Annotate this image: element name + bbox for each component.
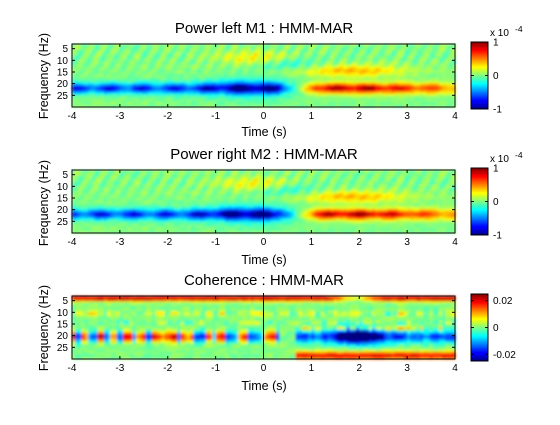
y-tick-label: 15: [57, 68, 69, 79]
y-tick-label: 25: [57, 91, 69, 102]
x-tick-label: -4: [68, 111, 77, 122]
colorbar-tick-label: 1: [493, 38, 499, 49]
colorbar: -1 0 1x 10 -4: [471, 24, 523, 116]
x-tick-label: 1: [309, 111, 315, 122]
panel-title: Power left M1 : HMM-MAR: [175, 20, 354, 37]
y-tick-label: 5: [62, 44, 68, 55]
x-tick-label: 2: [356, 111, 362, 122]
colorbar-tick-label: 0: [493, 71, 499, 82]
y-tick-label: 20: [57, 79, 69, 90]
colorbar-exponent-power: -4: [515, 24, 523, 34]
x-tick-label: -3: [115, 111, 124, 122]
x-tick-label: 3: [404, 111, 410, 122]
panel-title: Power right M2 : HMM-MAR: [170, 146, 358, 163]
x-axis-label: Time (s): [241, 125, 286, 139]
x-tick-label: 4: [452, 111, 458, 122]
y-axis-label: Frequency (Hz): [37, 33, 51, 119]
colorbar-exponent-label: x 10: [490, 28, 509, 39]
x-tick-label: 0: [261, 111, 267, 122]
x-tick-label: -2: [163, 111, 172, 122]
y-tick-label: 10: [57, 56, 69, 67]
x-tick-label: -1: [211, 111, 220, 122]
colorbar-tick-label: -1: [493, 105, 502, 116]
